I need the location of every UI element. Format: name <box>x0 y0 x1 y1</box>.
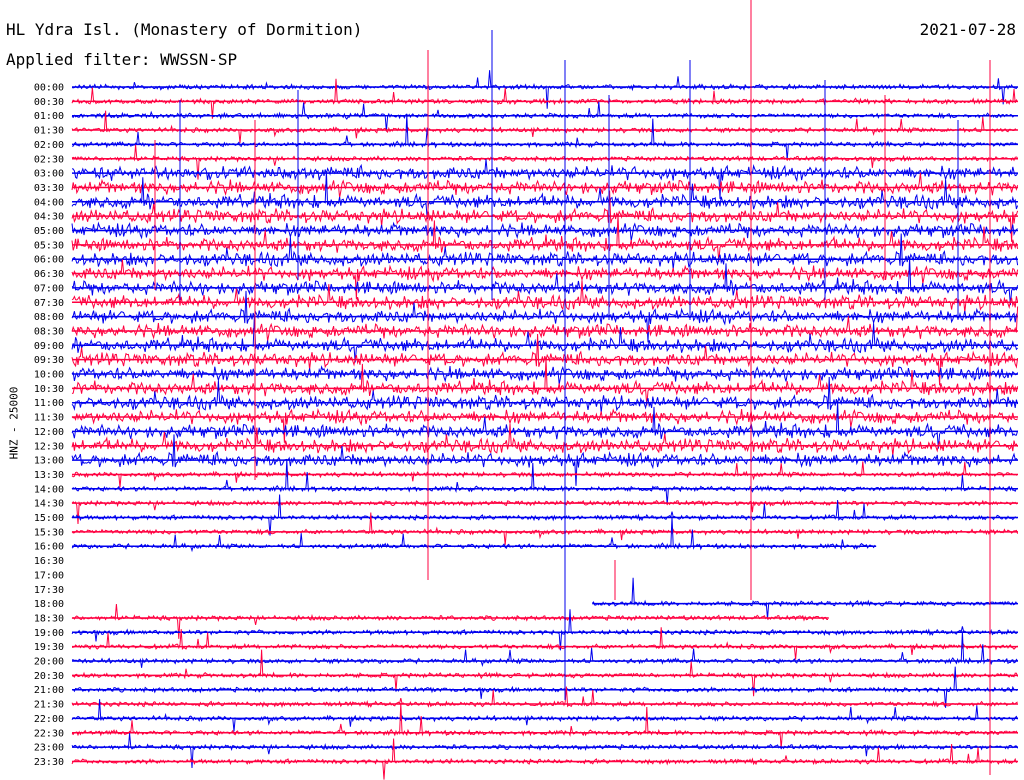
time-tick-label: 04:30 <box>34 212 64 223</box>
time-tick-label: 19:00 <box>34 628 64 639</box>
time-tick-label: 05:30 <box>34 240 64 251</box>
time-tick-label: 05:00 <box>34 226 64 237</box>
time-tick-label: 19:30 <box>34 642 64 653</box>
trace-row <box>71 314 1018 363</box>
trace-row <box>71 159 1019 199</box>
time-tick-label: 20:30 <box>34 671 64 682</box>
time-tick-label: 08:30 <box>34 326 64 337</box>
time-tick-label: 09:30 <box>34 355 64 366</box>
time-tick-label: 15:30 <box>34 527 64 538</box>
trace-row <box>591 577 1018 620</box>
time-tick-label: 17:00 <box>34 570 64 581</box>
time-tick-label: 23:30 <box>34 757 64 768</box>
time-tick-label: 06:30 <box>34 269 64 280</box>
time-tick-label: 08:00 <box>34 312 64 323</box>
seismic-traces <box>71 0 1019 780</box>
trace-row <box>71 221 1018 241</box>
time-tick-label: 12:30 <box>34 441 64 452</box>
time-tick-label: 10:30 <box>34 384 64 395</box>
trace-row <box>71 214 1019 263</box>
time-tick-label: 02:30 <box>34 154 64 165</box>
trace-row <box>71 280 1019 313</box>
time-tick-label: 09:00 <box>34 341 64 352</box>
time-tick-label: 22:30 <box>34 728 64 739</box>
time-tick-label: 11:00 <box>34 398 64 409</box>
time-tick-label: 13:30 <box>34 470 64 481</box>
trace-row <box>71 459 1018 505</box>
trace-row <box>71 114 1018 161</box>
time-tick-label: 03:30 <box>34 183 64 194</box>
time-tick-label: 06:00 <box>34 255 64 266</box>
time-tick-label: 14:30 <box>34 499 64 510</box>
time-tick-label: 00:00 <box>34 83 64 94</box>
time-tick-label: 10:00 <box>34 370 64 381</box>
time-tick-label: 21:30 <box>34 700 64 711</box>
time-tick-label: 14:00 <box>34 484 64 495</box>
trace-row <box>71 407 1018 443</box>
time-tick-label: 16:00 <box>34 542 64 553</box>
trace-row <box>71 702 1019 749</box>
filter-label: Applied filter: WWSSN-SP <box>6 50 238 69</box>
trace-row <box>71 357 1019 406</box>
time-tick-label: 02:00 <box>34 140 64 151</box>
time-tick-label: 01:30 <box>34 126 64 137</box>
time-tick-label: 07:30 <box>34 298 64 309</box>
time-tick-label: 03:00 <box>34 169 64 180</box>
time-tick-label: 17:30 <box>34 585 64 596</box>
time-tick-label: 01:00 <box>34 111 64 122</box>
time-tick-label: 16:30 <box>34 556 64 567</box>
trace-row <box>71 631 1018 668</box>
trace-row <box>71 499 1018 525</box>
trace-row <box>71 738 1018 780</box>
trace-row <box>71 400 1019 449</box>
time-tick-label: 04:00 <box>34 197 64 208</box>
trace-row <box>71 172 1019 198</box>
trace-row <box>71 306 1019 342</box>
time-tick-label: 07:00 <box>34 283 64 294</box>
time-tick-label: 23:00 <box>34 743 64 754</box>
trace-row <box>71 259 1019 300</box>
time-tick-label: 00:30 <box>34 97 64 108</box>
trace-row <box>71 171 1019 220</box>
trace-row <box>71 376 1019 413</box>
station-title: HL Ydra Isl. (Monastery of Dormition) <box>6 20 363 39</box>
trace-row <box>71 78 1019 119</box>
time-tick-label: 20:00 <box>34 657 64 668</box>
time-tick-label: 11:30 <box>34 413 64 424</box>
time-tick-label: 22:00 <box>34 714 64 725</box>
date-label: 2021-07-28 <box>919 20 1016 39</box>
time-tick-label: 15:00 <box>34 513 64 524</box>
trace-row <box>71 101 1018 132</box>
trace-row <box>71 257 1019 306</box>
time-tick-label: 21:00 <box>34 685 64 696</box>
trace-row <box>72 666 1018 708</box>
time-tick-label: 13:00 <box>34 456 64 467</box>
trace-row <box>71 516 877 553</box>
time-tick-label: 18:30 <box>34 613 64 624</box>
time-tick-labels: 00:00 00:30 01:00 01:30 02:00 02:30 03:00 03:30… <box>34 83 64 768</box>
time-tick-label: 18:00 <box>34 599 64 610</box>
time-tick-label: 12:00 <box>34 427 64 438</box>
